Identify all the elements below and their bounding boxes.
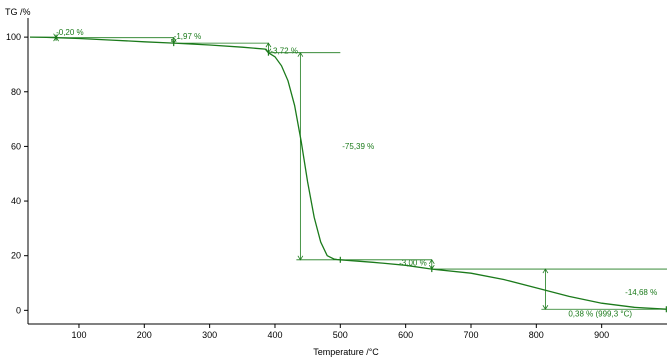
annotation-label: -0,20 % <box>56 28 84 37</box>
y-tick-label: 0 <box>16 305 21 315</box>
annotation-label: -3,72 % <box>270 47 298 56</box>
tg-curve <box>29 36 667 310</box>
annotation-arrow <box>170 36 177 42</box>
y-axis-title: TG /% <box>5 7 31 17</box>
annotation-arrow <box>428 259 435 265</box>
step-annotations: -0,20 % -1,97 % -3,72 % -75,39 % -3,00 % -14,… <box>29 28 667 319</box>
ticks: 100 200 300 400 500 600 700 800 900 0 20 40 60 80 100 <box>6 32 609 340</box>
x-tick-label: 300 <box>202 330 217 340</box>
annotation-label: 0,38 % (999,3 °C) <box>568 310 632 319</box>
axes <box>27 18 667 325</box>
x-tick-label: 700 <box>463 330 478 340</box>
x-tick-label: 400 <box>267 330 282 340</box>
series-layer <box>29 34 667 313</box>
y-tick-label: 100 <box>6 32 21 42</box>
y-tick-label: 60 <box>11 141 21 151</box>
annotation-arrow <box>542 268 549 274</box>
y-tick-label: 20 <box>11 251 21 261</box>
x-tick-label: 200 <box>137 330 152 340</box>
x-tick-label: 500 <box>333 330 348 340</box>
annotation-label: -3,00 % <box>399 258 427 267</box>
annotation-label: -1,97 % <box>174 32 202 41</box>
x-axis-title: Temperature /°C <box>313 347 379 357</box>
x-tick-label: 600 <box>398 330 413 340</box>
x-tick-label: 900 <box>594 330 609 340</box>
annotation-label: -14,68 % <box>625 288 657 297</box>
x-tick-label: 100 <box>71 330 86 340</box>
annotation-arrow <box>297 51 304 57</box>
y-tick-label: 40 <box>11 196 21 206</box>
annotation-arrow <box>265 42 272 48</box>
y-tick-label: 80 <box>11 87 21 97</box>
annotation-label: -75,39 % <box>342 142 374 151</box>
x-tick-label: 800 <box>529 330 544 340</box>
